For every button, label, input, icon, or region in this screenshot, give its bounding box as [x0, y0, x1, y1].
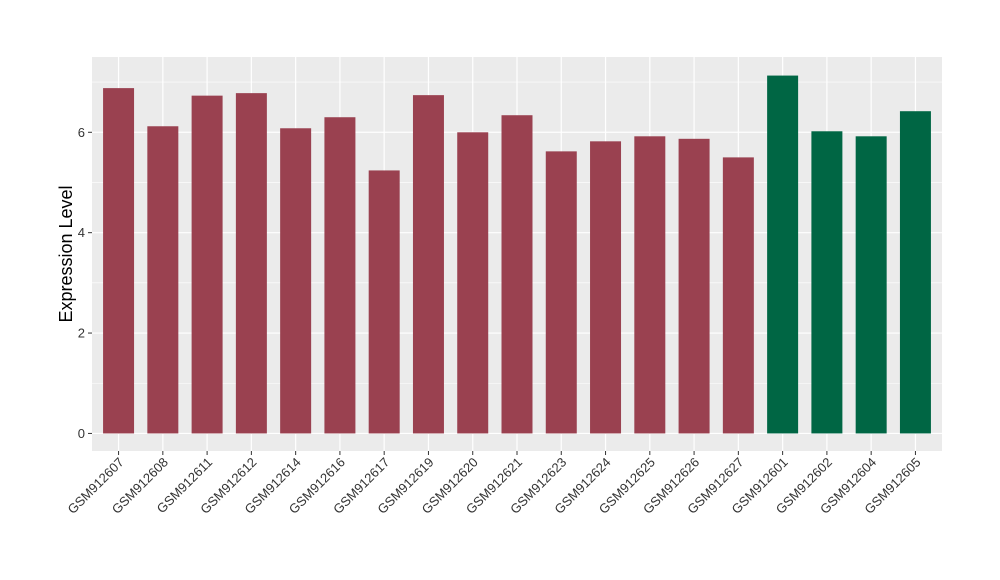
bar-GSM912601 — [767, 75, 799, 434]
y-axis-title: Expression Level — [56, 185, 76, 322]
bar-GSM912623 — [545, 151, 577, 434]
y-tick-label: 2 — [78, 326, 85, 341]
bar-GSM912625 — [634, 136, 666, 434]
bar-GSM912616 — [324, 117, 356, 434]
bar-GSM912627 — [722, 157, 754, 434]
bar-GSM912620 — [457, 132, 489, 434]
bar-GSM912607 — [103, 88, 135, 434]
bar-GSM912617 — [368, 170, 400, 434]
bars-group — [103, 75, 931, 434]
y-tick-label: 4 — [78, 225, 85, 240]
bar-GSM912614 — [280, 128, 312, 434]
bar-GSM912605 — [899, 111, 931, 434]
y-tick-label: 0 — [78, 426, 85, 441]
bar-GSM912608 — [147, 126, 179, 434]
y-axis: 0 2 4 6 — [78, 125, 92, 441]
bar-GSM912612 — [235, 93, 267, 434]
bar-GSM912621 — [501, 115, 533, 434]
y-tick-label: 6 — [78, 125, 85, 140]
bar-GSM912626 — [678, 138, 710, 434]
bar-GSM912611 — [191, 95, 223, 434]
bar-GSM912624 — [590, 141, 622, 434]
bar-GSM912604 — [855, 136, 887, 434]
bar-GSM912619 — [412, 95, 444, 434]
bar-GSM912602 — [811, 131, 843, 434]
